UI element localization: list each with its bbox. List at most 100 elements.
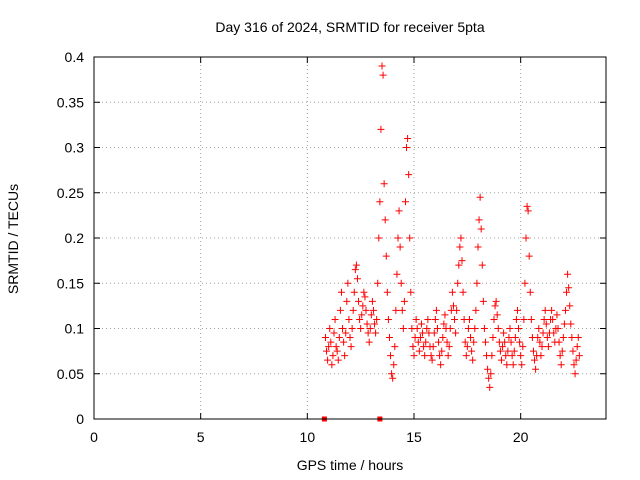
data-point — [513, 306, 521, 314]
data-point — [557, 361, 565, 369]
x-tick-label: 5 — [197, 429, 205, 445]
data-point — [394, 234, 402, 242]
data-point — [520, 315, 528, 323]
data-point — [334, 356, 342, 364]
data-point — [376, 198, 384, 206]
data-point — [443, 338, 451, 346]
data-point — [453, 306, 461, 314]
data-point — [515, 325, 523, 332]
data-point — [395, 207, 403, 215]
data-point — [455, 261, 463, 269]
data-point — [388, 370, 396, 378]
data-point — [461, 338, 469, 346]
data-point — [525, 252, 533, 260]
data-point — [487, 370, 495, 378]
data-point — [365, 338, 373, 346]
y-axis-label: SRMTID / TECUs — [5, 184, 21, 294]
data-point — [462, 352, 470, 360]
data-point — [456, 243, 464, 251]
data-point — [321, 334, 329, 342]
data-point — [353, 275, 361, 283]
data-point — [432, 306, 440, 314]
data-point — [324, 356, 332, 364]
data-point — [474, 243, 482, 251]
data-point — [468, 347, 476, 355]
data-point — [355, 297, 363, 305]
data-point — [477, 225, 485, 233]
data-point — [396, 243, 404, 251]
data-point — [413, 325, 421, 332]
data-point — [337, 288, 345, 296]
data-point — [504, 347, 512, 355]
data-point — [445, 343, 453, 351]
data-point — [440, 320, 448, 328]
data-point — [534, 334, 542, 342]
data-point — [478, 261, 486, 269]
data-point — [438, 347, 446, 355]
data-point — [569, 347, 577, 355]
data-point — [509, 361, 517, 369]
ticks: 0 0.05 0.1 0.15 0.2 0.25 0.3 0.35 0.4 0 5 10 15 20 — [57, 49, 606, 445]
data-point — [357, 325, 365, 332]
data-point — [538, 343, 546, 351]
data-point — [340, 338, 348, 346]
data-point — [561, 306, 569, 314]
data-point — [451, 315, 459, 323]
data-point — [465, 315, 473, 323]
data-point — [548, 306, 556, 314]
data-point — [575, 352, 583, 360]
data-point — [379, 71, 387, 79]
data-point — [366, 325, 374, 332]
data-point — [331, 315, 339, 323]
data-point — [400, 297, 408, 305]
data-point — [422, 338, 430, 346]
data-point — [431, 315, 439, 323]
data-point — [481, 338, 489, 346]
data-point — [542, 320, 550, 328]
data-point — [526, 288, 534, 296]
data-point — [341, 352, 349, 360]
data-point — [368, 297, 376, 305]
data-point — [559, 334, 567, 342]
data-point — [510, 347, 518, 355]
data-point — [531, 356, 539, 364]
data-point — [441, 311, 449, 319]
data-point — [409, 343, 417, 351]
data-point — [553, 311, 561, 319]
data-point — [393, 270, 401, 278]
x-tick-label: 15 — [406, 429, 422, 445]
data-point — [549, 315, 557, 323]
data-point — [544, 343, 552, 351]
y-tick-label: 0.4 — [65, 49, 85, 65]
data-point — [485, 374, 493, 382]
data-point — [574, 334, 582, 342]
data-point — [524, 207, 532, 215]
data-point — [367, 311, 375, 319]
data-point — [404, 134, 412, 142]
data-point — [469, 356, 477, 364]
data-point — [332, 343, 340, 351]
data-point — [471, 325, 479, 332]
data-point — [433, 325, 441, 332]
data-point — [476, 193, 484, 201]
data-point — [345, 315, 353, 323]
data-point — [415, 347, 423, 355]
data-point — [403, 144, 411, 151]
data-point — [567, 320, 575, 328]
data-point — [363, 320, 371, 328]
data-point — [529, 347, 537, 355]
data-point — [430, 329, 438, 337]
y-tick-label: 0.3 — [65, 140, 85, 156]
data-point — [381, 216, 389, 224]
y-tick-label: 0.1 — [65, 321, 85, 337]
data-point — [501, 338, 509, 346]
data-point — [473, 279, 481, 287]
data-point — [560, 320, 568, 328]
data-point — [424, 315, 432, 323]
data-point — [452, 329, 460, 337]
data-point — [371, 320, 379, 328]
data-point — [464, 325, 472, 332]
data-point — [564, 270, 572, 278]
data-point — [417, 320, 425, 328]
